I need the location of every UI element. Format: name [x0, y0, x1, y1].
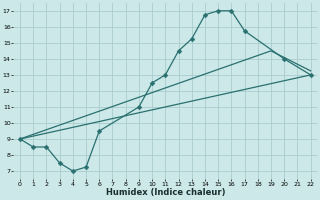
X-axis label: Humidex (Indice chaleur): Humidex (Indice chaleur)	[106, 188, 225, 197]
